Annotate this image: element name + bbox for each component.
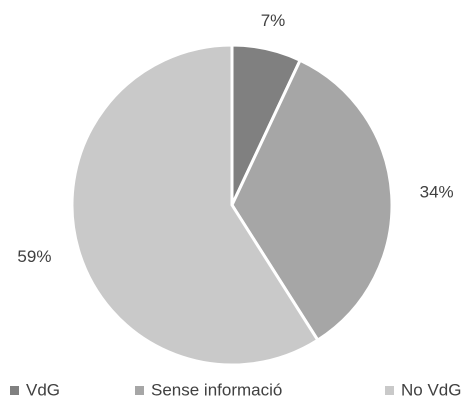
legend-swatch [10, 386, 19, 395]
pie-slice [230, 58, 394, 343]
data-label: 34% [420, 183, 454, 202]
pie-slice [70, 43, 320, 367]
data-label: 59% [17, 247, 51, 266]
legend-label: Sense informació [151, 380, 282, 399]
legend-label: No VdG [401, 380, 461, 399]
legend-label: VdG [26, 380, 60, 399]
legend-swatch [385, 386, 394, 395]
legend-swatch [135, 386, 144, 395]
data-label: 7% [261, 11, 286, 30]
